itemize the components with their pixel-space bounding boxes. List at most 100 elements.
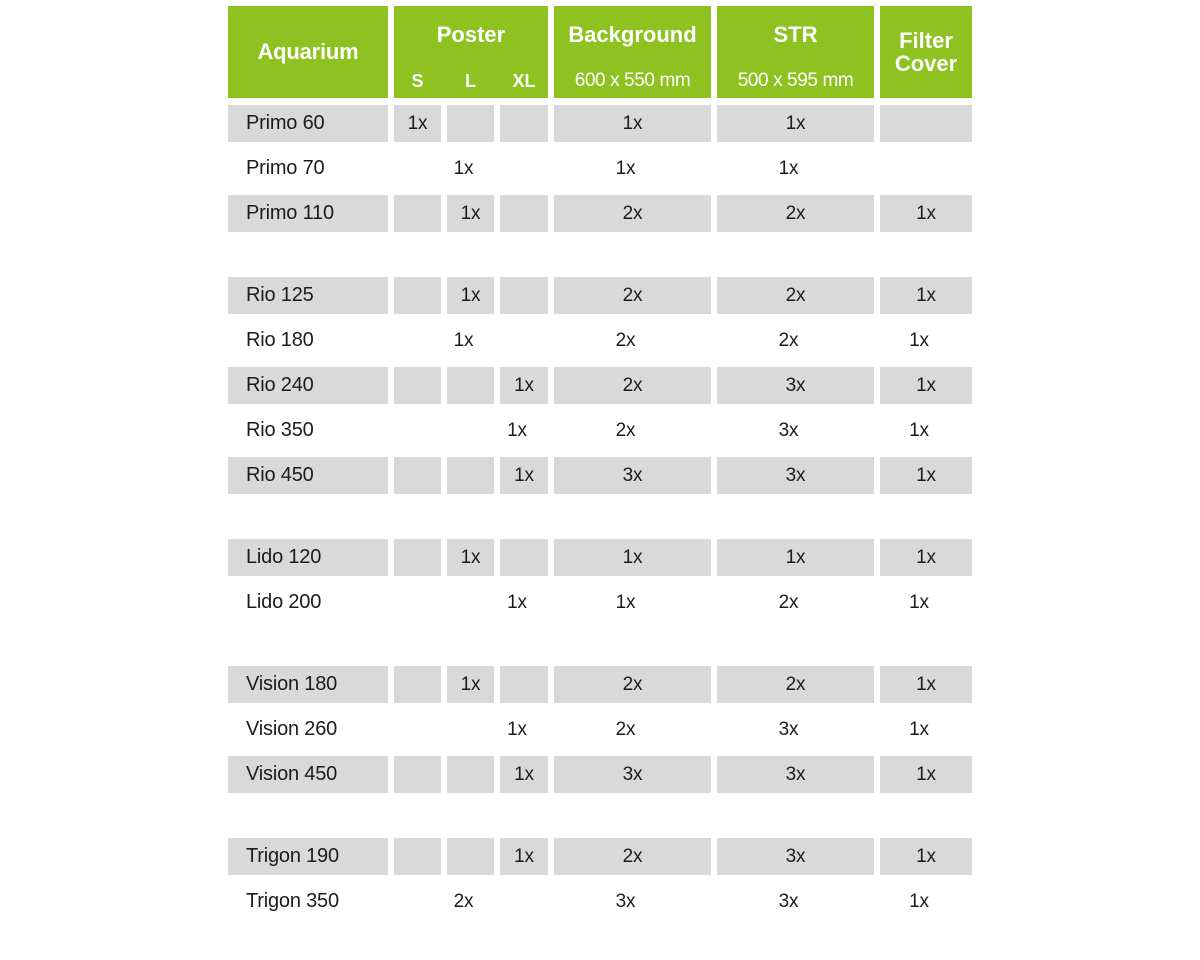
cell-s: [387, 711, 434, 748]
cell-s: [394, 838, 441, 875]
cell-xl: 1x: [500, 838, 548, 875]
cell-background: 2x: [554, 277, 711, 314]
cell-l: [440, 412, 487, 449]
cell-l: [440, 584, 487, 621]
cell-aquarium-name: Lido 200: [246, 591, 322, 613]
cell-str: 3x: [717, 457, 874, 494]
cell-background: 1x: [615, 591, 636, 613]
cell-xl: [500, 539, 548, 576]
cell-xl: [500, 195, 548, 232]
cell-filter_cover: 1x: [880, 756, 972, 793]
cell-filter_cover: 1x: [880, 666, 972, 703]
cell-l: [440, 711, 487, 748]
cell-aquarium-name: Trigon 350: [246, 890, 339, 912]
cell-background: 2x: [615, 329, 636, 351]
cell-background: 1x: [554, 105, 711, 142]
cell-xl: 1x: [500, 756, 548, 793]
cell-str: 3x: [778, 718, 799, 740]
cell-background: 3x: [554, 756, 711, 793]
cell-l: 1x: [453, 157, 474, 179]
cell-background: 2x: [554, 666, 711, 703]
cell-aquarium-name: Vision 180: [228, 666, 388, 703]
cell-str: 2x: [717, 195, 874, 232]
cell-s: [387, 322, 434, 359]
cell-background: 2x: [554, 838, 711, 875]
cell-aquarium-name: Rio 450: [228, 457, 388, 494]
cell-xl: 1x: [507, 591, 527, 613]
cell-filter_cover: 1x: [909, 718, 929, 740]
cell-xl: [500, 277, 548, 314]
cell-filter_cover: 1x: [880, 838, 972, 875]
cell-background: 2x: [554, 195, 711, 232]
cell-filter_cover: [880, 105, 972, 142]
cell-aquarium-name: Rio 350: [246, 419, 314, 441]
cell-aquarium-name: Rio 240: [228, 367, 388, 404]
header-poster-size-l: L: [447, 64, 494, 98]
cell-xl: 1x: [507, 718, 527, 740]
cell-aquarium-name: Rio 180: [246, 329, 314, 351]
cell-background: 2x: [554, 367, 711, 404]
header-poster-size-label: L: [465, 70, 476, 91]
cell-filter_cover: 1x: [880, 277, 972, 314]
cell-l: 1x: [453, 329, 474, 351]
header-str-dimensions: 500 x 595 mm: [737, 70, 854, 91]
cell-str: 3x: [778, 419, 799, 441]
cell-str: 3x: [778, 890, 799, 912]
compatibility-table: Aquarium Poster S L XL Background 600 x 550 mm…: [228, 0, 972, 960]
header-aquarium: Aquarium: [228, 6, 388, 98]
cell-aquarium-name: Primo 70: [246, 157, 325, 179]
cell-filter_cover: 1x: [880, 539, 972, 576]
cell-s: [387, 412, 434, 449]
cell-background: 3x: [615, 890, 636, 912]
cell-background: 1x: [615, 157, 636, 179]
cell-xl: 1x: [500, 457, 548, 494]
cell-xl: 1x: [500, 367, 548, 404]
cell-background: 2x: [615, 718, 636, 740]
cell-str: 2x: [717, 277, 874, 314]
cell-background: 2x: [615, 419, 636, 441]
cell-background: 3x: [554, 457, 711, 494]
cell-filter_cover: 1x: [909, 591, 929, 613]
cell-s: [394, 756, 441, 793]
cell-xl: [500, 105, 548, 142]
header-background: Background 600 x 550 mm: [554, 6, 711, 98]
header-filter-cover: Filter Cover: [880, 6, 972, 98]
cell-s: [387, 584, 434, 621]
cell-str: 2x: [717, 666, 874, 703]
cell-str: 2x: [778, 329, 799, 351]
header-filter-cover-line2: Cover: [894, 51, 958, 76]
cell-l: [447, 756, 494, 793]
cell-s: [394, 539, 441, 576]
cell-str: 2x: [778, 591, 799, 613]
cell-aquarium-name: Lido 120: [228, 539, 388, 576]
cell-s: [394, 277, 441, 314]
cell-s: [394, 457, 441, 494]
cell-aquarium-name: Trigon 190: [228, 838, 388, 875]
cell-filter_cover: 1x: [880, 367, 972, 404]
cell-aquarium-name: Primo 110: [228, 195, 388, 232]
cell-str: 1x: [717, 539, 874, 576]
cell-filter_cover: 1x: [909, 419, 929, 441]
cell-str: 1x: [778, 157, 799, 179]
header-aquarium-label: Aquarium: [257, 39, 359, 65]
header-poster-size-label: S: [411, 70, 424, 91]
cell-xl: [500, 666, 548, 703]
cell-filter_cover: [873, 150, 965, 187]
cell-xl: [493, 883, 541, 920]
cell-aquarium-name: Primo 60: [228, 105, 388, 142]
header-str: STR 500 x 595 mm: [717, 6, 874, 98]
header-background-dimensions: 600 x 550 mm: [574, 70, 691, 91]
cell-s: [394, 195, 441, 232]
cell-s: [394, 367, 441, 404]
cell-str: 3x: [717, 756, 874, 793]
cell-l: 1x: [447, 666, 494, 703]
cell-l: 1x: [447, 277, 494, 314]
cell-xl: [493, 322, 541, 359]
cell-aquarium-name: Rio 125: [228, 277, 388, 314]
cell-xl: [493, 150, 541, 187]
cell-str: 1x: [717, 105, 874, 142]
cell-l: 1x: [447, 195, 494, 232]
cell-l: 2x: [453, 890, 474, 912]
cell-l: [447, 457, 494, 494]
cell-filter_cover: 1x: [880, 457, 972, 494]
